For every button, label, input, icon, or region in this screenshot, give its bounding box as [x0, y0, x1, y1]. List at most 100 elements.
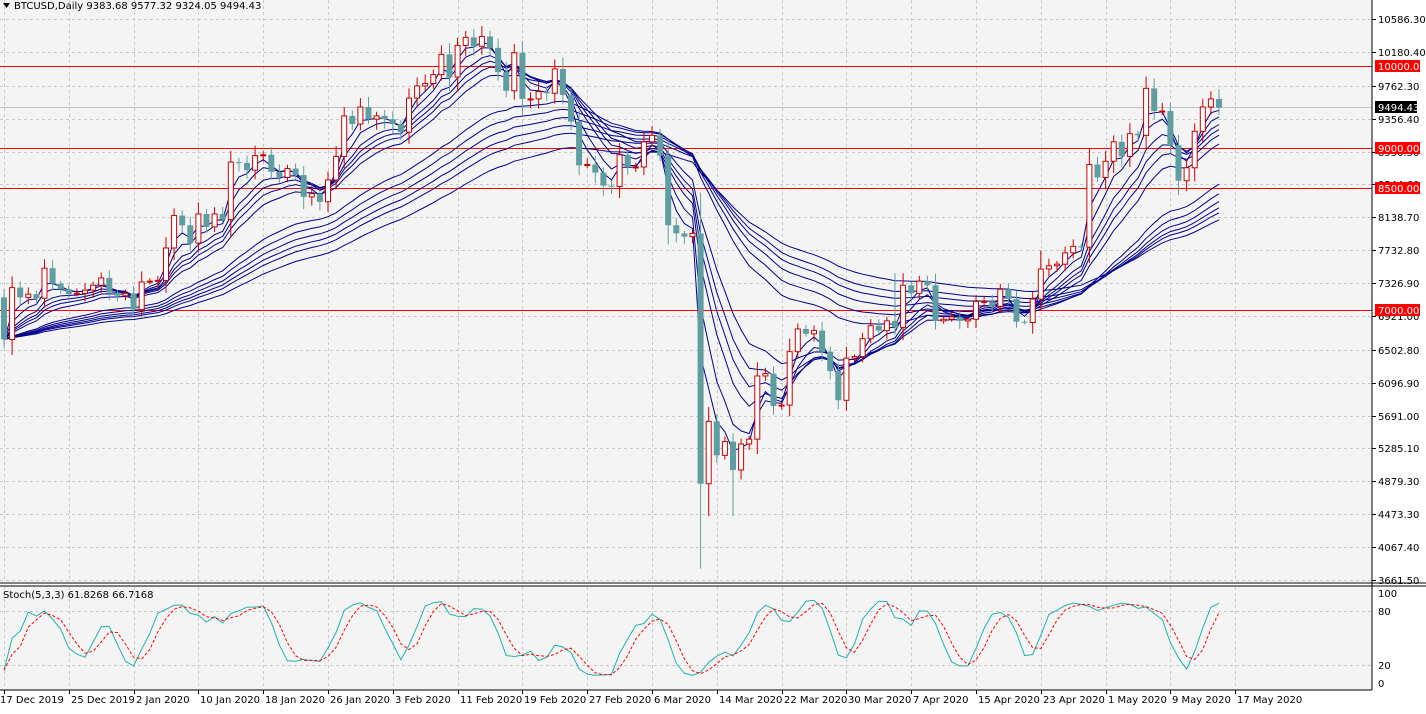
candle[interactable] — [1191, 123, 1198, 182]
candle[interactable] — [171, 208, 178, 260]
candle[interactable] — [284, 164, 291, 183]
candle[interactable] — [381, 109, 388, 129]
candle[interactable] — [559, 57, 566, 105]
candle[interactable] — [973, 295, 979, 329]
candle[interactable] — [568, 88, 574, 131]
candle[interactable] — [964, 317, 971, 328]
candle[interactable] — [940, 316, 947, 324]
candle[interactable] — [33, 290, 40, 305]
candle[interactable] — [754, 362, 761, 455]
candle[interactable] — [883, 316, 890, 340]
candle[interactable] — [219, 206, 226, 223]
candle[interactable] — [867, 319, 874, 344]
candle[interactable] — [859, 332, 866, 363]
candle[interactable] — [908, 281, 915, 301]
candle[interactable] — [1151, 78, 1158, 120]
candle[interactable] — [616, 143, 623, 199]
candle[interactable] — [454, 37, 461, 92]
candle[interactable] — [65, 285, 72, 298]
candle[interactable] — [1054, 260, 1060, 272]
candle[interactable] — [357, 97, 364, 131]
candle[interactable] — [446, 43, 453, 91]
candle[interactable] — [470, 29, 477, 56]
candle[interactable] — [1216, 89, 1222, 115]
candle[interactable] — [705, 407, 712, 517]
candle[interactable] — [187, 217, 194, 252]
candle[interactable] — [252, 145, 259, 180]
candle[interactable] — [657, 128, 664, 162]
candle[interactable] — [997, 283, 1004, 314]
candle[interactable] — [543, 87, 550, 101]
candle[interactable] — [770, 366, 777, 415]
candle[interactable] — [122, 289, 129, 301]
candle[interactable] — [1118, 134, 1125, 167]
candle[interactable] — [527, 92, 534, 109]
candle[interactable] — [892, 273, 898, 335]
candle[interactable] — [154, 275, 161, 290]
candle[interactable] — [130, 286, 137, 316]
candle[interactable] — [835, 363, 842, 410]
candle[interactable] — [730, 433, 736, 517]
candle[interactable] — [649, 126, 655, 147]
candle[interactable] — [600, 167, 607, 196]
candle[interactable] — [1037, 250, 1044, 311]
candle[interactable] — [851, 354, 858, 363]
candle[interactable] — [584, 158, 591, 169]
candle[interactable] — [1199, 98, 1206, 143]
candle[interactable] — [1126, 123, 1133, 167]
candle[interactable] — [244, 155, 250, 179]
candle[interactable] — [673, 217, 680, 243]
candle[interactable] — [924, 275, 931, 291]
candle[interactable] — [1102, 151, 1109, 190]
candle[interactable] — [397, 120, 404, 141]
candle[interactable] — [916, 275, 923, 301]
candle[interactable] — [1207, 91, 1214, 115]
candle[interactable] — [900, 273, 907, 341]
dropdown-triangle-icon[interactable] — [3, 3, 10, 8]
candle[interactable] — [414, 77, 421, 106]
candle[interactable] — [875, 319, 882, 334]
candle[interactable] — [1078, 243, 1085, 252]
candle[interactable] — [794, 323, 801, 358]
candle[interactable] — [57, 280, 64, 294]
candle[interactable] — [932, 273, 939, 330]
candle[interactable] — [778, 401, 785, 410]
candle[interactable] — [146, 278, 153, 285]
candle[interactable] — [1135, 130, 1141, 142]
candle[interactable] — [487, 30, 493, 56]
candle[interactable] — [713, 414, 720, 463]
candle[interactable] — [1, 289, 7, 348]
candle[interactable] — [49, 260, 56, 291]
candle[interactable] — [90, 281, 97, 298]
candle[interactable] — [349, 110, 356, 130]
candle[interactable] — [681, 230, 688, 245]
candle[interactable] — [1110, 135, 1117, 174]
candle[interactable] — [503, 61, 510, 98]
candle[interactable] — [1143, 76, 1150, 149]
candle[interactable] — [82, 283, 88, 302]
candle[interactable] — [163, 237, 169, 293]
candle[interactable] — [365, 97, 372, 124]
candle[interactable] — [1070, 239, 1077, 259]
candle[interactable] — [422, 74, 429, 92]
candle[interactable] — [462, 31, 469, 56]
candle[interactable] — [308, 185, 315, 206]
candle[interactable] — [1029, 292, 1036, 334]
candle[interactable] — [73, 288, 80, 297]
candle[interactable] — [17, 281, 24, 306]
candle[interactable] — [1062, 246, 1069, 272]
candle[interactable] — [827, 346, 834, 380]
candle[interactable] — [1013, 290, 1020, 328]
candle[interactable] — [762, 367, 769, 382]
candle[interactable] — [511, 44, 518, 100]
candle[interactable] — [1045, 258, 1052, 277]
candle[interactable] — [325, 171, 331, 212]
candle[interactable] — [746, 435, 753, 450]
candle[interactable] — [689, 229, 696, 244]
candle[interactable] — [738, 438, 745, 480]
candle[interactable] — [624, 150, 631, 175]
candle[interactable] — [519, 41, 526, 117]
candle[interactable] — [114, 289, 121, 302]
candle[interactable] — [25, 287, 32, 305]
candle[interactable] — [592, 155, 599, 184]
